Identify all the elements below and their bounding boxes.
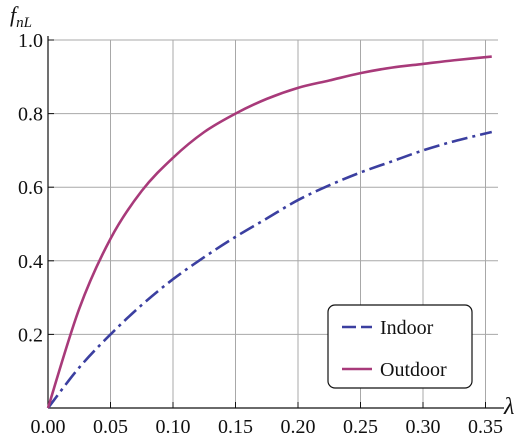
x-tick-label: 0.00	[31, 416, 66, 438]
y-tick-label: 0.8	[18, 104, 43, 126]
x-tick-label: 0.15	[218, 416, 253, 438]
y-axis-title: fnL	[10, 2, 32, 31]
ticks: 0.00 0.05 0.10 0.15 0.20 0.25 0.30 0.35 0.2 0.4 0.…	[18, 30, 503, 438]
series-line-outdoor	[46, 55, 492, 409]
y-tick-label: 1.0	[18, 30, 43, 52]
x-tick-label: 0.10	[156, 416, 191, 438]
legend-label-indoor: Indoor	[380, 317, 434, 339]
y-axis-title-base: f	[10, 2, 19, 27]
series-line-indoor	[46, 130, 493, 409]
x-tick-label: 0.25	[343, 416, 378, 438]
y-axis-title-sub: nL	[16, 15, 32, 31]
x-tick-label: 0.20	[281, 416, 316, 438]
y-tick-label: 0.4	[18, 251, 43, 273]
x-tick-label: 0.30	[406, 416, 441, 438]
axes	[47, 36, 504, 409]
y-tick-label: 0.2	[18, 324, 43, 346]
x-tick-label: 0.05	[93, 416, 128, 438]
legend-label-outdoor: Outdoor	[380, 359, 447, 381]
legend: Indoor Outdoor	[327, 304, 473, 389]
x-tick-label: 0.35	[468, 416, 503, 438]
series	[46, 55, 493, 409]
x-axis-title: λ	[503, 394, 514, 420]
grid	[48, 39, 498, 408]
y-tick-label: 0.6	[18, 177, 43, 199]
